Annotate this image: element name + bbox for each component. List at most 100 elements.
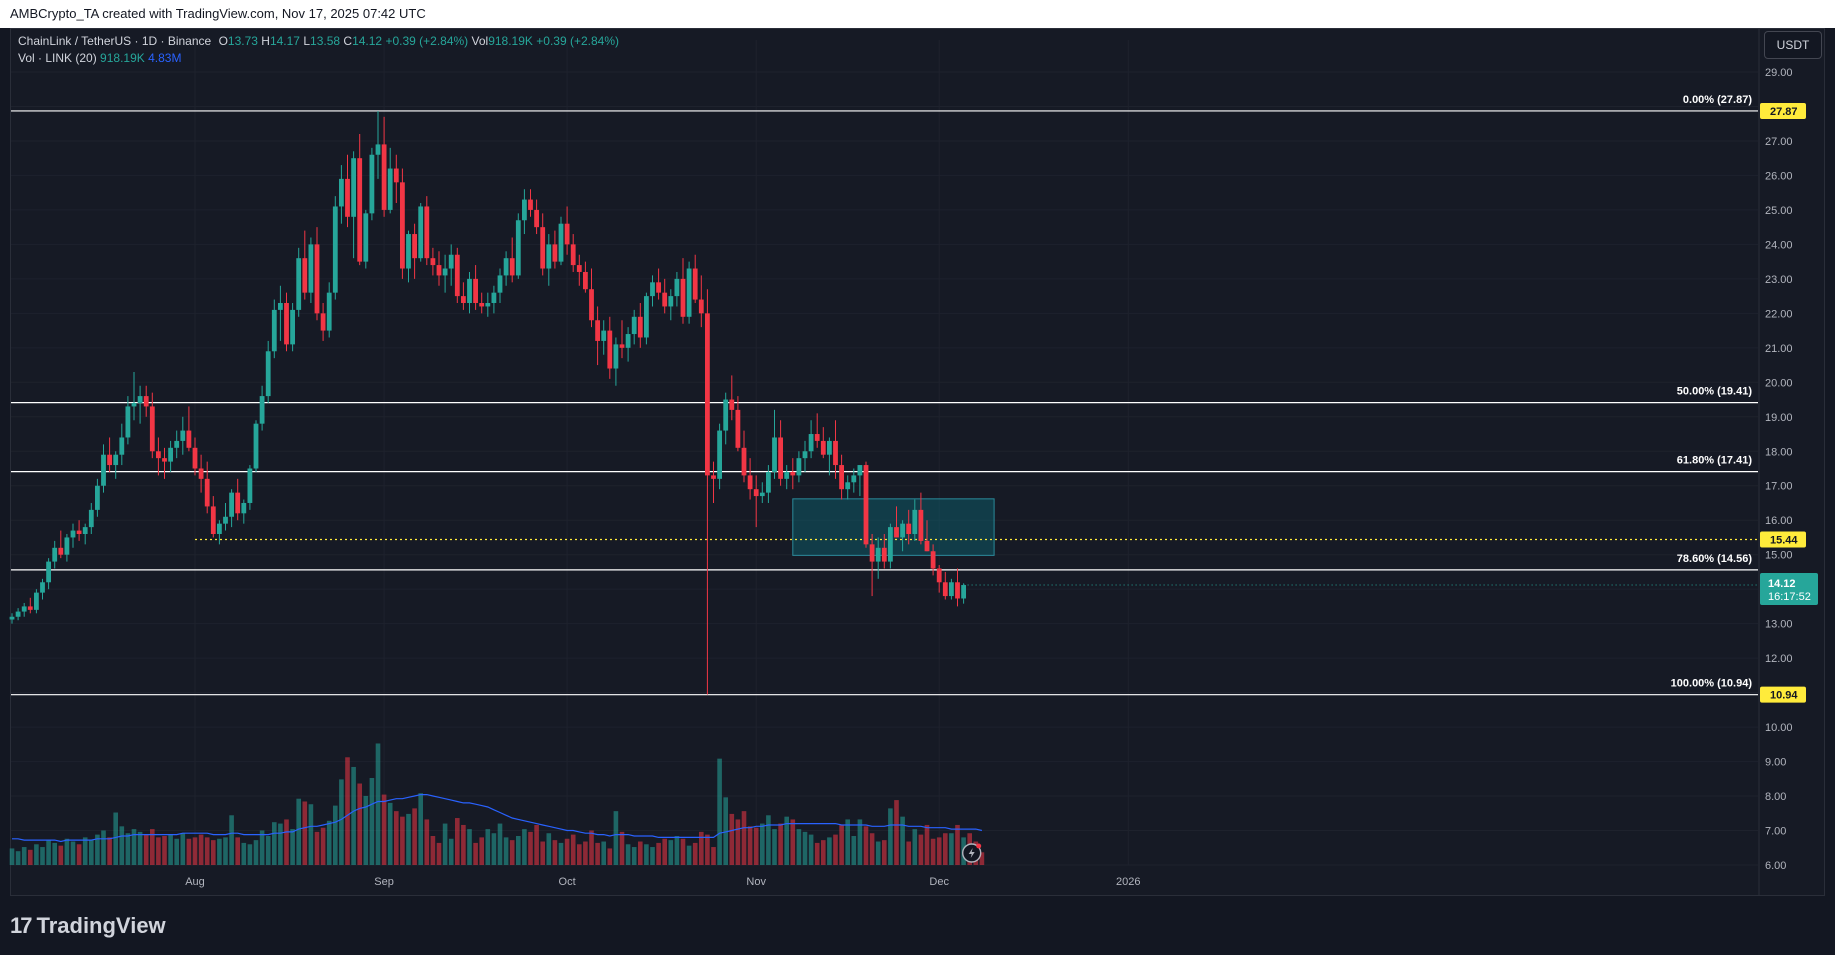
candle-body[interactable] xyxy=(101,454,106,486)
candle-body[interactable] xyxy=(131,402,137,407)
candle-body[interactable] xyxy=(369,154,375,214)
candle-body[interactable] xyxy=(509,258,515,276)
candle-body[interactable] xyxy=(735,409,741,448)
candle-body[interactable] xyxy=(46,561,51,583)
candle-body[interactable] xyxy=(210,506,216,535)
candle-body[interactable] xyxy=(357,158,363,262)
candle-body[interactable] xyxy=(674,278,680,297)
candle-body[interactable] xyxy=(503,258,509,276)
candle-body[interactable] xyxy=(339,178,344,207)
candle-body[interactable] xyxy=(546,244,552,269)
candle-body[interactable] xyxy=(137,396,143,403)
candle-body[interactable] xyxy=(808,434,814,452)
candle-body[interactable] xyxy=(698,299,704,314)
candle-body[interactable] xyxy=(814,434,820,441)
candle-body[interactable] xyxy=(583,271,588,290)
candle-body[interactable] xyxy=(601,330,607,341)
candle-body[interactable] xyxy=(412,234,417,259)
candle-body[interactable] xyxy=(168,447,173,462)
candle-body[interactable] xyxy=(58,547,64,555)
candle-body[interactable] xyxy=(753,489,759,497)
candle-body[interactable] xyxy=(778,437,783,479)
candle-body[interactable] xyxy=(467,278,472,304)
candle-body[interactable] xyxy=(570,244,576,266)
candle-body[interactable] xyxy=(942,582,948,597)
candle-body[interactable] xyxy=(857,465,863,476)
candle-body[interactable] xyxy=(326,292,332,331)
candle-body[interactable] xyxy=(320,313,326,331)
candle-body[interactable] xyxy=(625,334,631,348)
candle-body[interactable] xyxy=(881,547,887,562)
candle-body[interactable] xyxy=(393,168,399,183)
candle-body[interactable] xyxy=(290,309,295,345)
candle-body[interactable] xyxy=(522,199,527,221)
candle-body[interactable] xyxy=(375,144,381,155)
candle-body[interactable] xyxy=(961,585,966,599)
candle-body[interactable] xyxy=(406,234,411,269)
candle-body[interactable] xyxy=(223,516,228,524)
candle-body[interactable] xyxy=(839,465,844,490)
candle-body[interactable] xyxy=(766,471,771,493)
candle-body[interactable] xyxy=(912,509,918,535)
candle-body[interactable] xyxy=(595,320,600,341)
candle-body[interactable] xyxy=(637,316,643,338)
candle-body[interactable] xyxy=(497,275,503,293)
candle-body[interactable] xyxy=(827,440,832,455)
candle-body[interactable] xyxy=(265,351,271,397)
candle-body[interactable] xyxy=(479,303,485,307)
symbol-title[interactable]: ChainLink / TetherUS · 1D · Binance xyxy=(18,34,212,48)
candle-body[interactable] xyxy=(576,265,582,272)
candle-body[interactable] xyxy=(784,471,790,479)
candle-body[interactable] xyxy=(9,616,15,620)
candle-body[interactable] xyxy=(924,540,930,552)
candle-body[interactable] xyxy=(119,437,125,455)
candle-body[interactable] xyxy=(747,475,753,490)
candle-body[interactable] xyxy=(40,582,45,593)
candle-body[interactable] xyxy=(888,527,893,562)
candle-body[interactable] xyxy=(95,485,100,510)
candle-body[interactable] xyxy=(894,527,899,538)
candle-body[interactable] xyxy=(845,482,851,490)
candle-body[interactable] xyxy=(906,523,912,535)
candle-body[interactable] xyxy=(875,547,881,562)
candle-body[interactable] xyxy=(247,468,253,503)
candle-body[interactable] xyxy=(534,209,539,228)
candle-body[interactable] xyxy=(302,258,308,293)
candle-body[interactable] xyxy=(64,537,70,555)
candle-body[interactable] xyxy=(381,144,387,210)
candle-body[interactable] xyxy=(589,289,594,321)
candle-body[interactable] xyxy=(436,265,442,276)
candle-body[interactable] xyxy=(21,606,27,612)
candle-body[interactable] xyxy=(717,430,722,479)
candle-body[interactable] xyxy=(558,223,564,262)
candle-body[interactable] xyxy=(528,199,533,210)
candle-body[interactable] xyxy=(650,282,655,297)
candle-body[interactable] xyxy=(162,458,167,462)
candle-body[interactable] xyxy=(15,611,21,617)
candle-body[interactable] xyxy=(125,406,131,438)
candle-body[interactable] xyxy=(448,254,454,269)
candle-body[interactable] xyxy=(278,303,283,310)
candle-body[interactable] xyxy=(229,492,234,517)
candle-body[interactable] xyxy=(711,475,716,479)
candle-body[interactable] xyxy=(631,316,637,335)
candle-body[interactable] xyxy=(607,330,613,369)
candle-body[interactable] xyxy=(949,582,954,597)
candle-body[interactable] xyxy=(186,430,192,448)
candle-body[interactable] xyxy=(863,465,869,545)
candle-body[interactable] xyxy=(332,206,338,293)
candle-body[interactable] xyxy=(259,396,265,424)
candle-body[interactable] xyxy=(515,220,521,276)
candle-body[interactable] xyxy=(204,478,210,507)
candle-body[interactable] xyxy=(686,268,692,317)
candle-body[interactable] xyxy=(143,396,149,407)
candle-body[interactable] xyxy=(869,544,875,562)
candle-body[interactable] xyxy=(82,527,88,535)
candle-body[interactable] xyxy=(345,178,350,217)
candle-body[interactable] xyxy=(34,592,39,610)
candle-body[interactable] xyxy=(668,296,674,307)
candle-body[interactable] xyxy=(491,292,497,304)
currency-button[interactable]: USDT xyxy=(1764,31,1822,59)
candle-body[interactable] xyxy=(473,278,478,304)
demand-zone[interactable] xyxy=(792,498,995,556)
